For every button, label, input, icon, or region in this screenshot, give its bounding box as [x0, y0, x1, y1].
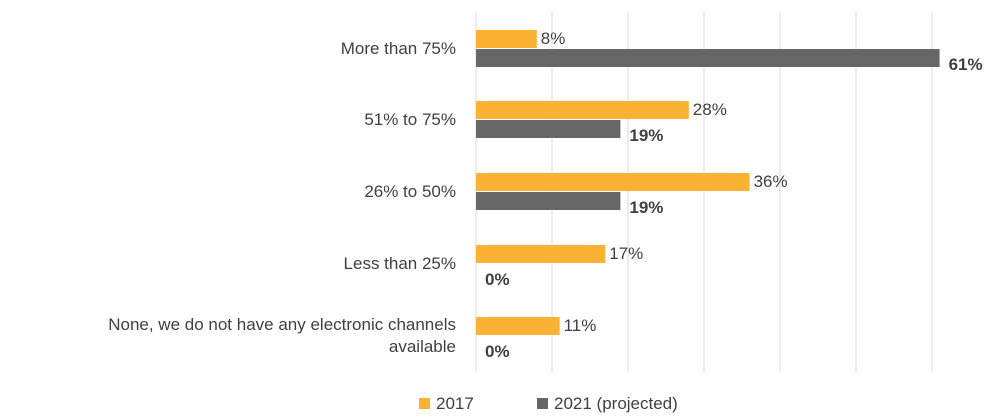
bars	[476, 30, 940, 335]
data-label: 19%	[629, 126, 663, 145]
data-label: 17%	[609, 244, 643, 263]
bar-2021	[476, 49, 940, 67]
data-label: 36%	[754, 172, 788, 191]
gridlines	[475, 12, 933, 372]
data-label: 61%	[949, 55, 983, 74]
category-labels: More than 75% 51% to 75% 26% to 50% Less th…	[108, 39, 456, 356]
data-label: 0%	[485, 342, 510, 361]
bar-2021	[476, 192, 621, 210]
category-label: Less than 25%	[344, 254, 456, 273]
data-label: 28%	[693, 100, 727, 119]
legend-label: 2017	[436, 394, 474, 413]
value-labels: 8% 61% 28% 19% 36% 19% 17% 0% 11% 0%	[485, 29, 983, 361]
data-label: 0%	[485, 270, 510, 289]
bar-2017	[476, 101, 689, 119]
data-label: 11%	[564, 316, 597, 335]
category-label: None, we do not have any electronic chan…	[108, 315, 456, 334]
data-label: 19%	[629, 198, 663, 217]
legend-swatch	[537, 398, 548, 409]
legend-swatch	[419, 398, 430, 409]
bar-2017	[476, 317, 560, 335]
bar-2017	[476, 245, 606, 263]
bar-2017	[476, 30, 537, 48]
legend-label: 2021 (projected)	[554, 394, 678, 413]
category-label: 26% to 50%	[364, 182, 456, 201]
bar-2017	[476, 173, 750, 191]
category-label: available	[389, 337, 456, 356]
data-label: 8%	[541, 29, 566, 48]
category-label: More than 75%	[341, 39, 456, 58]
legend: 2017 2021 (projected)	[419, 394, 678, 413]
category-label: 51% to 75%	[364, 110, 456, 129]
bar-2021	[476, 120, 621, 138]
